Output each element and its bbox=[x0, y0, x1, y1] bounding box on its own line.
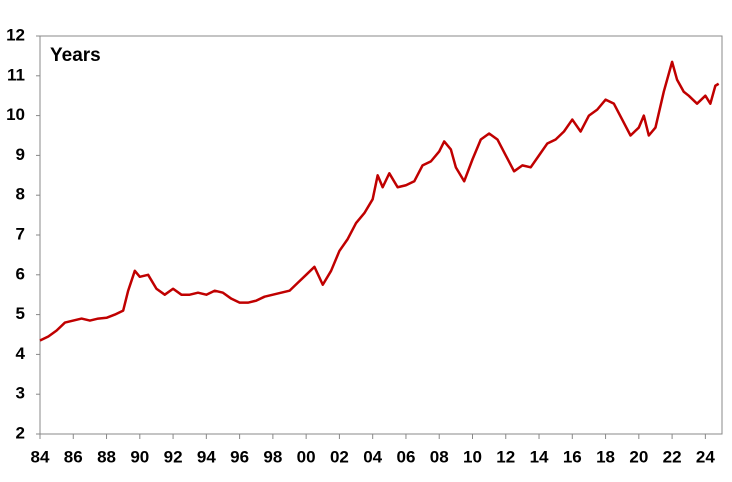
y-tick-label: 10 bbox=[6, 105, 25, 124]
x-tick-label: 20 bbox=[629, 447, 648, 466]
x-tick-label: 14 bbox=[530, 447, 549, 466]
x-tick-label: 10 bbox=[463, 447, 482, 466]
y-tick-label: 4 bbox=[16, 344, 26, 363]
x-tick-label: 16 bbox=[563, 447, 582, 466]
x-tick-label: 94 bbox=[197, 447, 216, 466]
x-tick-label: 84 bbox=[31, 447, 50, 466]
x-tick-label: 04 bbox=[363, 447, 382, 466]
y-tick-label: 12 bbox=[6, 25, 25, 44]
y-tick-label: 5 bbox=[16, 304, 25, 323]
x-tick-label: 24 bbox=[696, 447, 715, 466]
x-tick-label: 98 bbox=[263, 447, 282, 466]
x-tick-label: 02 bbox=[330, 447, 349, 466]
x-tick-label: 22 bbox=[663, 447, 682, 466]
x-tick-label: 92 bbox=[164, 447, 183, 466]
x-tick-label: 18 bbox=[596, 447, 615, 466]
y-tick-label: 11 bbox=[7, 65, 25, 84]
x-tick-label: 00 bbox=[297, 447, 316, 466]
x-tick-label: 06 bbox=[396, 447, 415, 466]
x-tick-label: 86 bbox=[64, 447, 83, 466]
x-tick-label: 12 bbox=[496, 447, 515, 466]
y-tick-label: 9 bbox=[16, 145, 25, 164]
x-tick-label: 90 bbox=[130, 447, 149, 466]
x-tick-label: 08 bbox=[430, 447, 449, 466]
x-tick-label: 88 bbox=[97, 447, 116, 466]
y-tick-label: 2 bbox=[16, 423, 25, 442]
y-tick-label: 6 bbox=[16, 264, 25, 283]
y-tick-label: 7 bbox=[16, 224, 25, 243]
plot-frame bbox=[39, 35, 723, 435]
chart-title: Years bbox=[50, 45, 101, 66]
y-tick-label: 8 bbox=[16, 185, 25, 204]
y-tick-label: 3 bbox=[16, 384, 25, 403]
x-tick-label: 96 bbox=[230, 447, 249, 466]
data-line bbox=[39, 60, 720, 342]
